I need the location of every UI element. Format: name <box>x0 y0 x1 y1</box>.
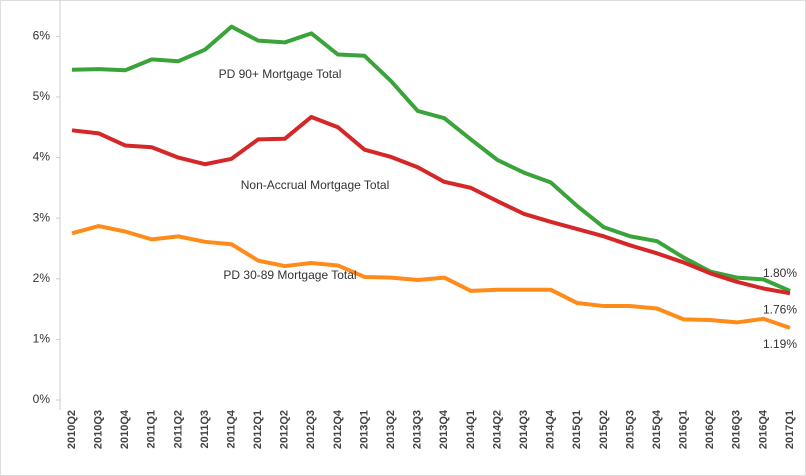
y-tick-label: 6% <box>33 29 51 43</box>
y-tick-label: 3% <box>33 210 51 224</box>
x-tick-label: 2013Q4 <box>438 409 450 449</box>
x-tick-label: 2015Q2 <box>598 410 610 449</box>
x-tick-label: 2017Q1 <box>784 410 796 449</box>
x-tick-label: 2014Q1 <box>465 410 477 449</box>
y-tick-label: 4% <box>33 150 51 164</box>
series-label: PD 30-89 Mortgage Total <box>223 268 356 282</box>
x-tick-label: 2015Q4 <box>651 409 663 449</box>
x-tick-label: 2011Q4 <box>225 409 237 448</box>
series-label: PD 90+ Mortgage Total <box>219 67 342 81</box>
x-tick-label: 2011Q3 <box>199 410 211 449</box>
x-tick-label: 2015Q1 <box>571 410 583 449</box>
y-tick-label: 0% <box>33 392 51 406</box>
series-line <box>71 114 791 296</box>
x-tick-label: 2016Q3 <box>731 410 743 449</box>
x-tick-label: 2011Q1 <box>146 410 158 449</box>
x-tick-label: 2010Q2 <box>66 410 78 449</box>
data-label: 1.19% <box>763 337 797 351</box>
y-tick-label: 1% <box>33 332 51 346</box>
x-tick-label: 2013Q2 <box>385 410 397 449</box>
x-tick-label: 2014Q4 <box>545 409 557 449</box>
x-tick-label: 2012Q4 <box>332 409 344 449</box>
x-tick-label: 2012Q3 <box>305 410 317 449</box>
x-tick-label: 2012Q1 <box>252 410 264 449</box>
y-tick-label: 2% <box>33 271 51 285</box>
x-tick-label: 2014Q3 <box>518 410 530 449</box>
x-tick-label: 2016Q4 <box>757 409 769 449</box>
x-tick-label: 2016Q2 <box>704 410 716 449</box>
series-label: Non-Accrual Mortgage Total <box>241 178 390 192</box>
data-label: 1.80% <box>763 266 797 280</box>
series-line <box>71 224 791 330</box>
x-tick-label: 2010Q3 <box>92 410 104 449</box>
x-tick-label: 2011Q2 <box>172 410 184 449</box>
series-line <box>71 24 791 293</box>
x-tick-label: 2016Q1 <box>678 410 690 449</box>
x-tick-label: 2014Q2 <box>491 410 503 449</box>
data-label: 1.76% <box>763 303 797 317</box>
x-tick-label: 2015Q3 <box>624 410 636 449</box>
x-tick-label: 2013Q3 <box>412 410 424 449</box>
x-tick-label: 2013Q1 <box>358 410 370 449</box>
y-tick-label: 5% <box>33 89 51 103</box>
x-tick-label: 2010Q4 <box>119 409 131 449</box>
x-tick-label: 2012Q2 <box>279 410 291 449</box>
